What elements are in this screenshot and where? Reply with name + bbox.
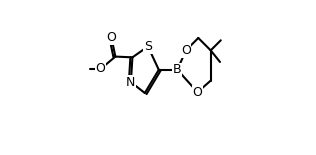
Text: O: O — [192, 86, 203, 99]
Text: O: O — [106, 31, 116, 44]
Text: O: O — [181, 44, 191, 57]
Text: N: N — [126, 76, 136, 89]
Text: B: B — [173, 63, 182, 76]
Text: S: S — [144, 40, 152, 53]
Text: O: O — [96, 62, 106, 75]
